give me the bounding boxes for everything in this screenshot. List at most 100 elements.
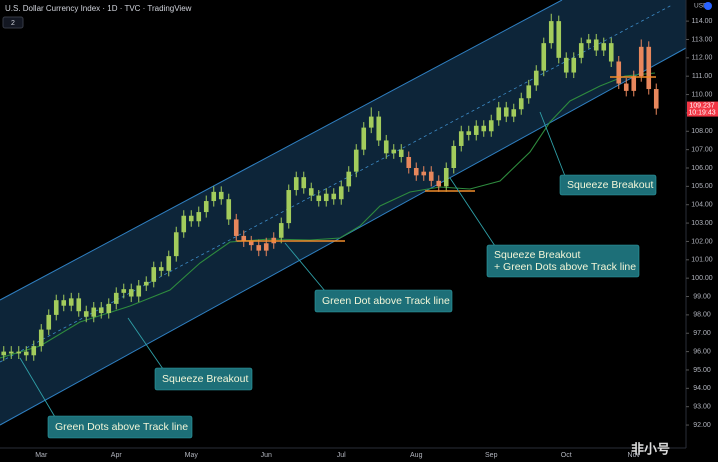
candle-body	[541, 43, 547, 71]
candle-body	[526, 85, 532, 99]
annotation-box	[154, 367, 253, 391]
x-tick-label: Aug	[410, 452, 423, 459]
y-tick-label: 114.00	[692, 18, 713, 25]
candle-body	[323, 193, 329, 202]
candle-body	[211, 191, 217, 202]
candle-body	[76, 298, 82, 312]
x-tick-label: May	[185, 452, 199, 459]
candle-body	[331, 193, 337, 200]
y-tick-label: 102.00	[691, 238, 713, 245]
candle-body	[91, 307, 97, 317]
candle-body	[218, 191, 224, 200]
indicator-count[interactable]: 2	[11, 20, 15, 27]
currency-icon	[704, 2, 712, 10]
candle-body	[601, 43, 607, 51]
candle-body	[413, 168, 419, 176]
candle-body	[136, 285, 142, 297]
y-tick-label: 110.00	[692, 91, 713, 98]
candle-body	[241, 235, 247, 242]
y-tick-label: 101.00	[691, 257, 713, 264]
y-tick-label: 112.00	[692, 55, 713, 62]
candle-body	[653, 89, 659, 109]
x-tick-label: Jul	[337, 452, 346, 459]
currency-label: USD	[694, 3, 708, 10]
annotation-text: Squeeze Breakout	[494, 249, 580, 261]
candle-body	[316, 195, 322, 202]
candle-body	[451, 145, 457, 168]
annotation-text: Squeeze Breakout	[567, 179, 653, 191]
candle-body	[46, 314, 52, 330]
candle-body	[256, 245, 262, 251]
candle-body	[226, 199, 232, 220]
watermark: 非小号	[631, 441, 670, 456]
channel-mid	[0, 4, 673, 363]
y-tick-label: 98.00	[693, 312, 711, 319]
candle-body	[428, 171, 434, 181]
candle-body	[406, 156, 412, 168]
candle-body	[8, 351, 14, 354]
moving-average	[0, 72, 656, 359]
candle-body	[98, 307, 104, 314]
candle-body	[391, 149, 397, 154]
candle-body	[638, 46, 644, 77]
candle-body	[376, 116, 382, 141]
y-tick-label: 95.00	[693, 367, 711, 374]
candle-body	[368, 116, 374, 128]
y-tick-label: 106.00	[691, 165, 713, 172]
channel-upper	[0, 0, 563, 301]
y-tick-label: 111.00	[692, 73, 712, 80]
candle-body	[563, 57, 569, 73]
candle-body	[158, 267, 164, 271]
candle-body	[623, 83, 629, 91]
candle-body	[278, 223, 284, 238]
candle-body	[143, 281, 149, 286]
candle-body	[548, 21, 554, 44]
annotation-text: Squeeze Breakout	[162, 373, 248, 385]
last-price-box	[687, 101, 718, 117]
indicator-toggle[interactable]	[2, 16, 24, 29]
connectors	[19, 111, 566, 418]
y-tick-label: 105.00	[691, 183, 713, 190]
annotation-box	[314, 289, 453, 313]
candle-body	[473, 125, 479, 135]
candle-body	[1, 351, 7, 356]
candle-body	[233, 219, 239, 236]
candle-body	[361, 127, 367, 150]
candle-body	[503, 107, 509, 117]
candle-body	[496, 107, 502, 121]
candle-body	[38, 329, 44, 347]
connector	[19, 357, 56, 418]
candle-body	[128, 289, 134, 297]
candle-body	[31, 346, 37, 356]
connector	[284, 242, 326, 292]
y-tick-label: 104.00	[691, 202, 713, 209]
candle-body	[338, 186, 344, 200]
x-tick-label: Sep	[485, 452, 498, 459]
candle-body	[181, 215, 187, 233]
candle-body	[511, 109, 517, 117]
annotation-text: Green Dots above Track line	[55, 421, 188, 433]
candle-body	[631, 76, 637, 91]
candle-body	[593, 39, 599, 51]
candle-body	[166, 256, 172, 271]
chart-title: U.S. Dollar Currency Index · 1D · TVC · …	[5, 4, 192, 13]
y-tick-label: 108.00	[691, 128, 713, 135]
candle-body	[533, 70, 539, 86]
candles	[1, 13, 659, 361]
candle-body	[346, 171, 352, 187]
candle-body	[571, 57, 577, 73]
y-tick-label: 92.00	[693, 422, 711, 429]
candle-body	[466, 131, 472, 135]
y-tick-label: 99.00	[693, 293, 711, 300]
x-tick-label: Mar	[35, 452, 48, 459]
annotation-box	[559, 174, 657, 196]
annotation-text: Green Dot above Track line	[322, 295, 450, 307]
x-tick-label: Oct	[561, 452, 572, 459]
last-price-label: 109.237	[689, 102, 714, 109]
annotation-box	[486, 244, 640, 278]
candle-body	[293, 177, 299, 191]
candle-body	[436, 180, 442, 187]
y-tick-label: 97.00	[693, 330, 711, 337]
